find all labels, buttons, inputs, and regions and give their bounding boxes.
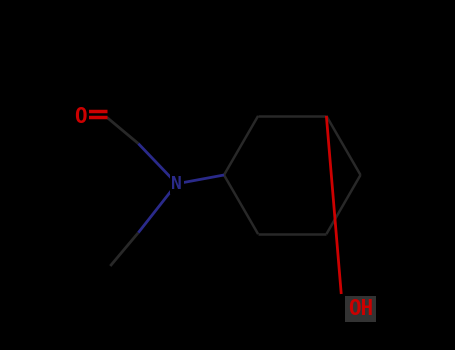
Text: O: O <box>74 107 87 127</box>
Text: OH: OH <box>348 299 373 319</box>
Text: N: N <box>172 175 182 193</box>
